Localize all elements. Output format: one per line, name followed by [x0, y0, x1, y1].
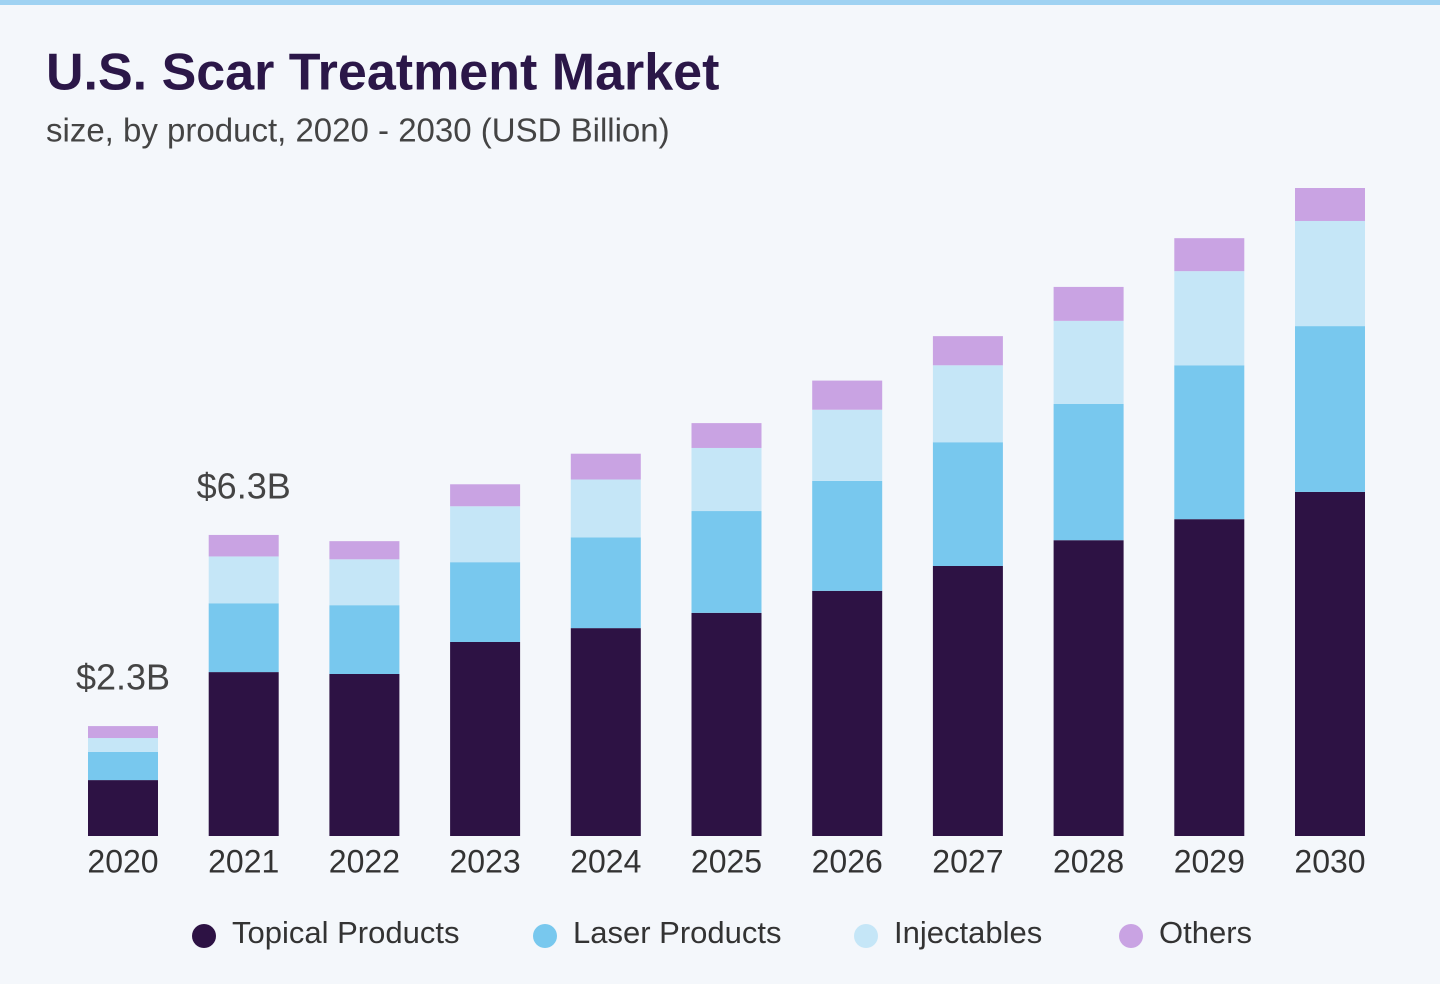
legend-marker — [854, 924, 878, 948]
bar-segment — [88, 780, 158, 836]
x-tick-label: 2024 — [570, 843, 641, 879]
bar-segment — [691, 612, 762, 836]
top-border — [0, 0, 1440, 5]
bar-segment — [450, 641, 521, 836]
bar-segment — [1053, 540, 1124, 836]
bar-segment — [570, 479, 641, 538]
legend-marker — [192, 924, 216, 948]
bar-segment — [1174, 365, 1245, 520]
bar-segment — [691, 423, 762, 448]
bar-segment — [932, 442, 1003, 566]
bar-segment — [1295, 326, 1365, 492]
bar-segment — [812, 380, 883, 410]
x-tick-label: 2025 — [691, 843, 762, 879]
bar-segment — [329, 559, 400, 606]
chart-subtitle: size, by product, 2020 - 2030 (USD Billi… — [46, 112, 670, 149]
bar-segment — [88, 751, 158, 781]
bar-segment — [691, 447, 762, 512]
chart-title: U.S. Scar Treatment Market — [46, 44, 719, 102]
bar-segment — [208, 556, 279, 604]
bar-segment — [570, 453, 641, 480]
bar-segment — [88, 738, 158, 752]
total-label: $6.3B — [197, 465, 291, 506]
bar-segment — [1174, 271, 1245, 366]
bar-segment — [570, 537, 641, 629]
x-tick-label: 2030 — [1294, 843, 1365, 879]
bar-segment — [1053, 320, 1124, 404]
bar-segment — [208, 603, 279, 673]
legend-label: Others — [1159, 915, 1252, 950]
bar-segment — [208, 672, 279, 836]
x-tick-label: 2028 — [1053, 843, 1124, 879]
bar-segment — [329, 605, 400, 674]
bar-segment — [1053, 286, 1124, 321]
bar-segment — [450, 484, 521, 507]
bar-segment — [812, 409, 883, 481]
legend-label: Laser Products — [573, 915, 782, 950]
bar-segment — [88, 726, 158, 739]
x-tick-label: 2026 — [812, 843, 883, 879]
legend-label: Injectables — [894, 915, 1042, 950]
bar-segment — [1295, 188, 1365, 221]
bar-segment — [932, 365, 1003, 443]
x-tick-label: 2020 — [87, 843, 158, 879]
bar-segment — [1053, 404, 1124, 541]
x-tick-label: 2029 — [1174, 843, 1245, 879]
bar-segment — [450, 562, 521, 642]
bar-segment — [932, 336, 1003, 366]
bar-segment — [570, 628, 641, 836]
x-tick-label: 2022 — [329, 843, 400, 879]
bar-segment — [812, 480, 883, 591]
bar-segment — [329, 674, 400, 836]
bar-segment — [1174, 519, 1245, 836]
bar-segment — [450, 506, 521, 563]
bar-segment — [1295, 220, 1365, 327]
x-tick-label: 2023 — [450, 843, 521, 879]
x-tick-label: 2027 — [932, 843, 1003, 879]
bar-segment — [208, 534, 279, 557]
bar-segment — [1174, 238, 1245, 272]
bar-segment — [932, 566, 1003, 836]
total-label: $2.3B — [76, 657, 170, 698]
bar-segment — [812, 590, 883, 836]
legend-label: Topical Products — [232, 915, 459, 950]
x-tick-label: 2021 — [208, 843, 279, 879]
legend-marker — [533, 924, 557, 948]
bar-segment — [329, 541, 400, 560]
bar-segment — [691, 511, 762, 613]
legend-marker — [1119, 924, 1143, 948]
bar-segment — [1295, 491, 1365, 836]
